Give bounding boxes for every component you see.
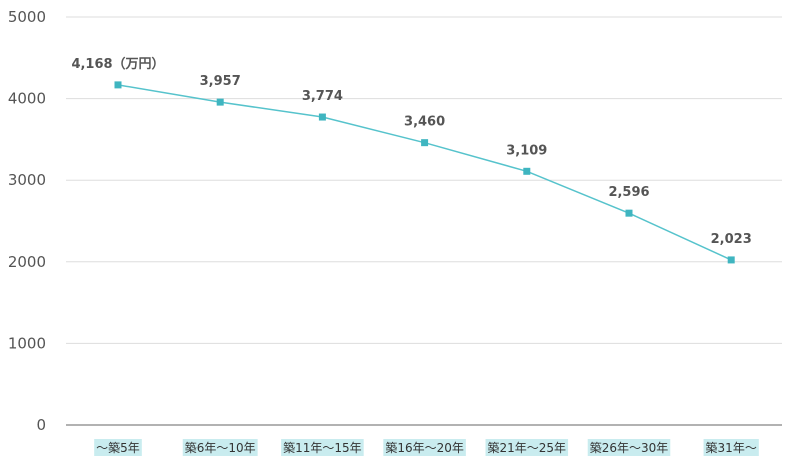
x-tick-label: 築16年～20年 [385,440,464,455]
x-tick-highlight [281,439,364,456]
x-tick-label: 築6年～10年 [185,440,256,455]
data-label: 3,109 [506,143,547,158]
y-tick-label: 2000 [8,253,46,271]
x-tick-highlight [383,439,466,456]
x-tick-highlight [587,439,671,456]
data-label: 3,774 [302,89,343,104]
x-tick-highlight [182,439,258,456]
data-label: 4,168（万円） [71,56,164,72]
y-tick-label: 3000 [8,171,46,189]
x-tick-highlight [703,439,759,456]
data-point [216,98,224,106]
data-point [727,256,735,264]
y-tick-label: 0 [36,416,46,434]
y-tick-label: 1000 [8,334,46,352]
x-tick-highlight [485,439,569,456]
data-label: 2,023 [711,232,752,247]
data-label: 3,460 [404,115,445,130]
x-tick-label: 築26年～30年 [590,440,669,455]
x-tick-label: 築31年～ [706,440,757,455]
x-tick-label: 築21年～25年 [488,440,567,455]
x-tick-label: 築11年～15年 [283,440,362,455]
data-point [523,167,531,175]
data-point [318,113,326,121]
data-label: 2,596 [608,185,649,200]
data-point [625,209,633,217]
y-tick-label: 4000 [8,90,46,108]
series-line [117,84,732,261]
data-label: 3,957 [200,74,241,89]
data-point [421,139,429,147]
x-tick-label: ～築5年 [96,440,140,455]
x-tick-highlight [94,439,142,456]
data-point [114,81,122,89]
y-tick-label: 5000 [8,8,46,26]
